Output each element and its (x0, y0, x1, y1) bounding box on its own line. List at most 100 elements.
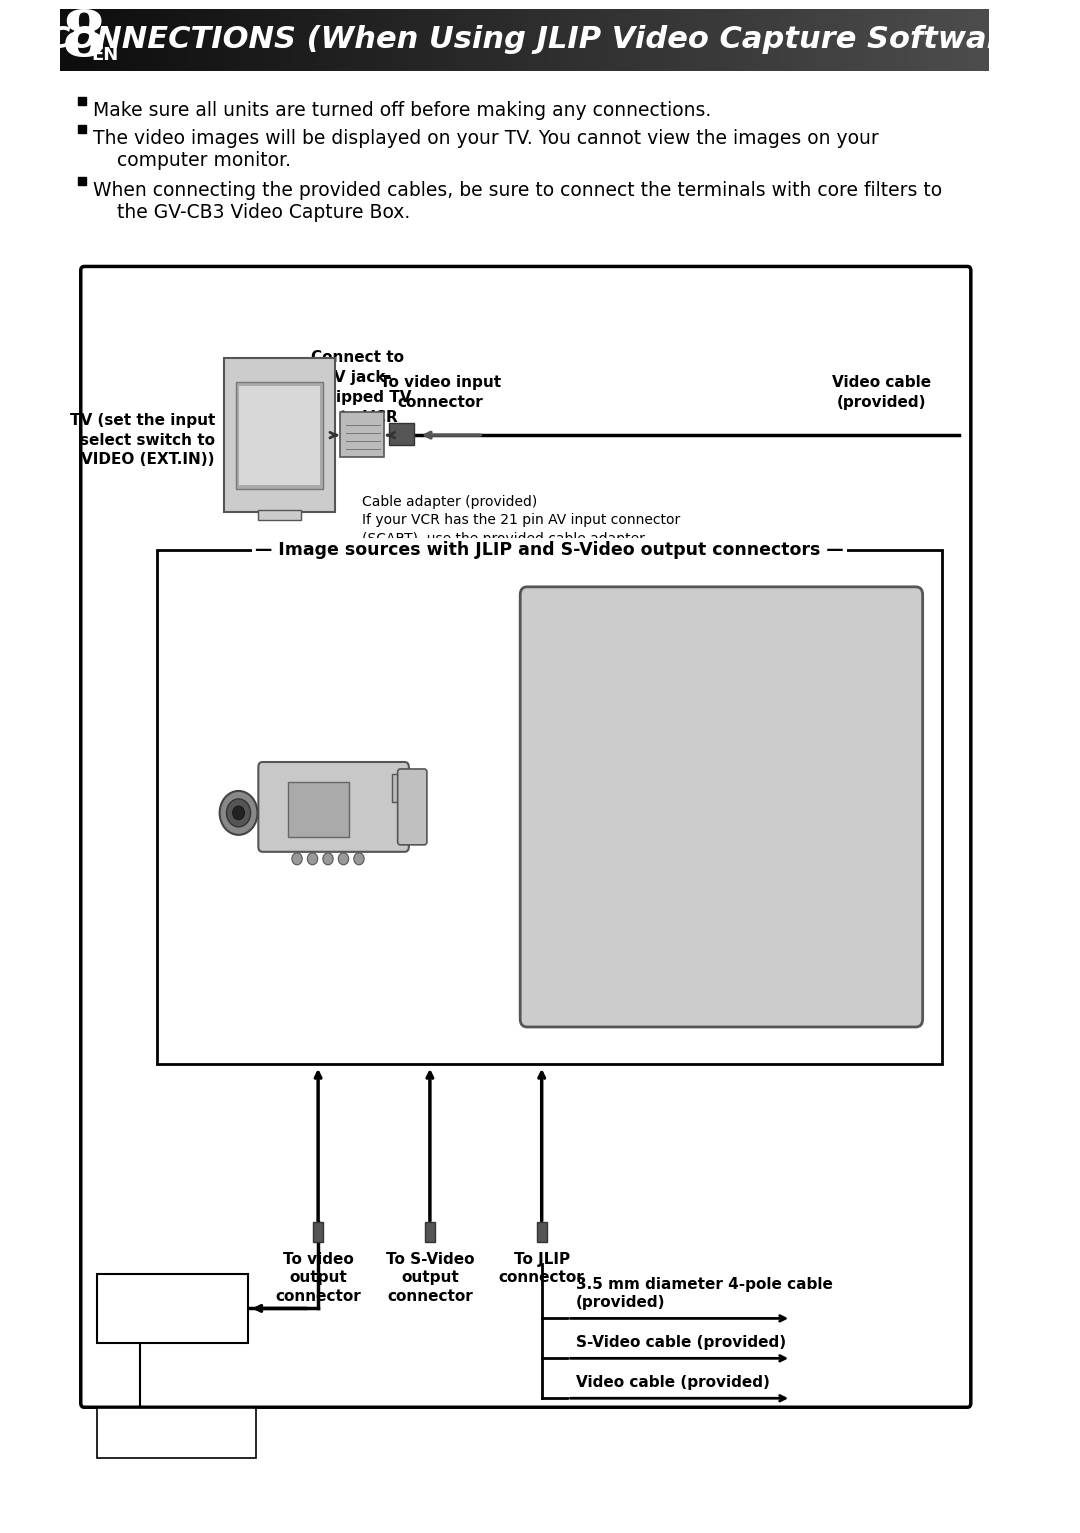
Circle shape (227, 799, 251, 826)
Bar (954, 9, 967, 71)
Bar (757, 9, 769, 71)
FancyBboxPatch shape (258, 762, 409, 852)
Bar (95, 9, 107, 71)
Bar (288, 782, 349, 837)
Bar (885, 9, 896, 71)
Bar (780, 9, 793, 71)
Circle shape (292, 852, 302, 865)
FancyBboxPatch shape (397, 770, 427, 845)
Bar (618, 9, 630, 71)
Bar (60, 9, 72, 71)
Bar (258, 510, 301, 521)
Bar (443, 9, 456, 71)
Bar (293, 9, 305, 71)
Bar (652, 9, 664, 71)
Bar (420, 9, 432, 71)
Bar (733, 9, 746, 71)
Bar (537, 1222, 546, 1242)
Text: Cable adapter (provided)
If your VCR has the 21 pin AV input connector
(SCART), : Cable adapter (provided) If your VCR has… (362, 495, 680, 546)
Text: 8: 8 (62, 8, 107, 69)
Text: To video input
connector: To video input connector (380, 376, 501, 409)
Text: Video cable
(provided): Video cable (provided) (832, 376, 931, 409)
Bar (339, 412, 384, 457)
Bar (664, 9, 676, 71)
Bar (374, 9, 386, 71)
Bar (699, 9, 711, 71)
Bar (861, 9, 874, 71)
Text: When connecting the provided cables, be sure to connect the terminals with core : When connecting the provided cables, be … (93, 181, 942, 222)
Bar (97, 1274, 247, 1343)
Bar (257, 9, 270, 71)
Bar (224, 357, 335, 512)
Text: Other units with
image output
connectors: Other units with image output connectors (103, 1282, 243, 1335)
Bar (513, 9, 525, 71)
Bar (392, 774, 418, 802)
Bar (362, 9, 375, 71)
Circle shape (323, 852, 333, 865)
Bar (455, 9, 468, 71)
Bar (838, 9, 850, 71)
Bar (745, 9, 757, 71)
Bar (303, 9, 316, 71)
Text: S-Video cable (provided): S-Video cable (provided) (576, 1335, 786, 1351)
Bar (424, 1222, 435, 1242)
Bar (211, 9, 224, 71)
Bar (83, 9, 96, 71)
Text: To S-Video
output
connector: To S-Video output connector (386, 1251, 474, 1303)
Bar (432, 9, 444, 71)
Bar (164, 9, 177, 71)
Bar (606, 9, 618, 71)
Bar (977, 9, 989, 71)
Bar (222, 9, 235, 71)
Bar (582, 9, 595, 71)
Bar (71, 9, 84, 71)
Bar (158, 550, 942, 1064)
Bar (239, 386, 320, 484)
Bar (768, 9, 781, 71)
Bar (315, 9, 328, 71)
Bar (640, 9, 653, 71)
Bar (153, 9, 165, 71)
Bar (966, 9, 978, 71)
Bar (350, 9, 363, 71)
FancyBboxPatch shape (81, 267, 971, 1407)
Circle shape (232, 806, 244, 820)
Bar (814, 9, 827, 71)
Bar (467, 9, 478, 71)
Bar (804, 9, 815, 71)
Bar (536, 9, 549, 71)
Bar (919, 9, 932, 71)
Bar (327, 9, 339, 71)
Bar (687, 9, 700, 71)
Text: — Image sources with JLIP and S-Video output connectors —: — Image sources with JLIP and S-Video ou… (255, 541, 843, 560)
FancyBboxPatch shape (521, 587, 922, 1027)
Bar (200, 9, 212, 71)
Text: The video images will be displayed on your TV. You cannot view the images on you: The video images will be displayed on yo… (93, 129, 878, 170)
Text: To video
output
connector: To video output connector (275, 1251, 361, 1303)
Text: EN: EN (91, 46, 119, 64)
Bar (721, 9, 734, 71)
Circle shape (354, 852, 364, 865)
Text: Make sure all units are turned off before making any connections.: Make sure all units are turned off befor… (93, 101, 711, 120)
Text: Connect to the JLIP
terminal if available.: Connect to the JLIP terminal if availabl… (102, 1416, 252, 1450)
Bar (873, 9, 886, 71)
Bar (118, 9, 131, 71)
Bar (931, 9, 943, 71)
Bar (489, 9, 502, 71)
Bar (478, 9, 490, 71)
Bar (130, 9, 143, 71)
Bar (501, 9, 514, 71)
Bar (548, 9, 561, 71)
Bar (571, 9, 583, 71)
Bar (792, 9, 804, 71)
Bar (896, 9, 908, 71)
Bar (107, 9, 119, 71)
Text: Video cable (provided): Video cable (provided) (576, 1375, 770, 1390)
Text: CONNECTIONS (When Using JLIP Video Capture Software): CONNECTIONS (When Using JLIP Video Captu… (48, 26, 1036, 54)
Text: To JLIP
connector: To JLIP connector (499, 1251, 584, 1285)
Bar (234, 9, 246, 71)
Bar (281, 9, 293, 71)
Bar (235, 382, 323, 489)
Bar (246, 9, 258, 71)
Text: Connect to
AV jack-
equipped TV
or to VCR: Connect to AV jack- equipped TV or to VC… (303, 351, 411, 425)
